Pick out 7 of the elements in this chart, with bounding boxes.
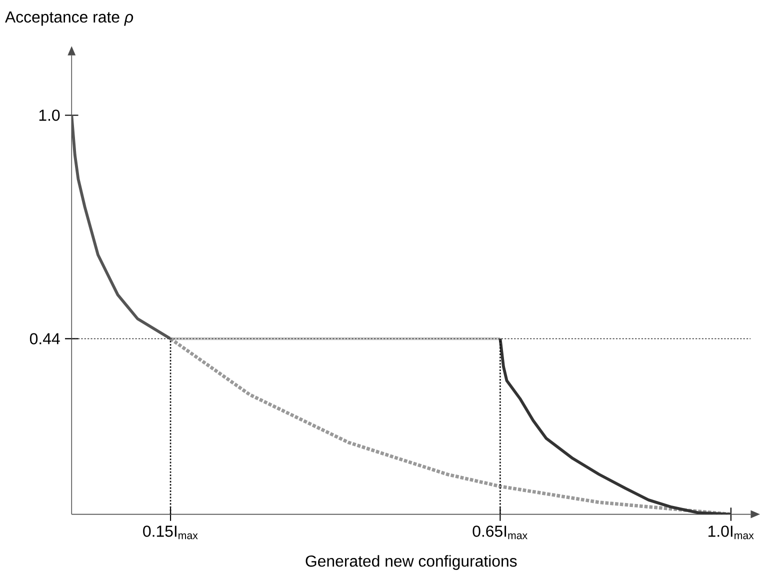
x-tick-label: 0.65I$_{max}$ <box>472 525 528 540</box>
x-tick-label: 0.15I$_{max}$ <box>143 525 198 540</box>
x-axis-title: Generated new configurations <box>306 554 517 570</box>
y-tick-label: 1.0 <box>39 109 60 121</box>
x-tick-label: 1.0I$_{max}$ <box>708 525 754 540</box>
y-tick-label: 0.44 <box>30 332 60 344</box>
y-axis-title: Acceptance rate ρ <box>5 11 134 26</box>
